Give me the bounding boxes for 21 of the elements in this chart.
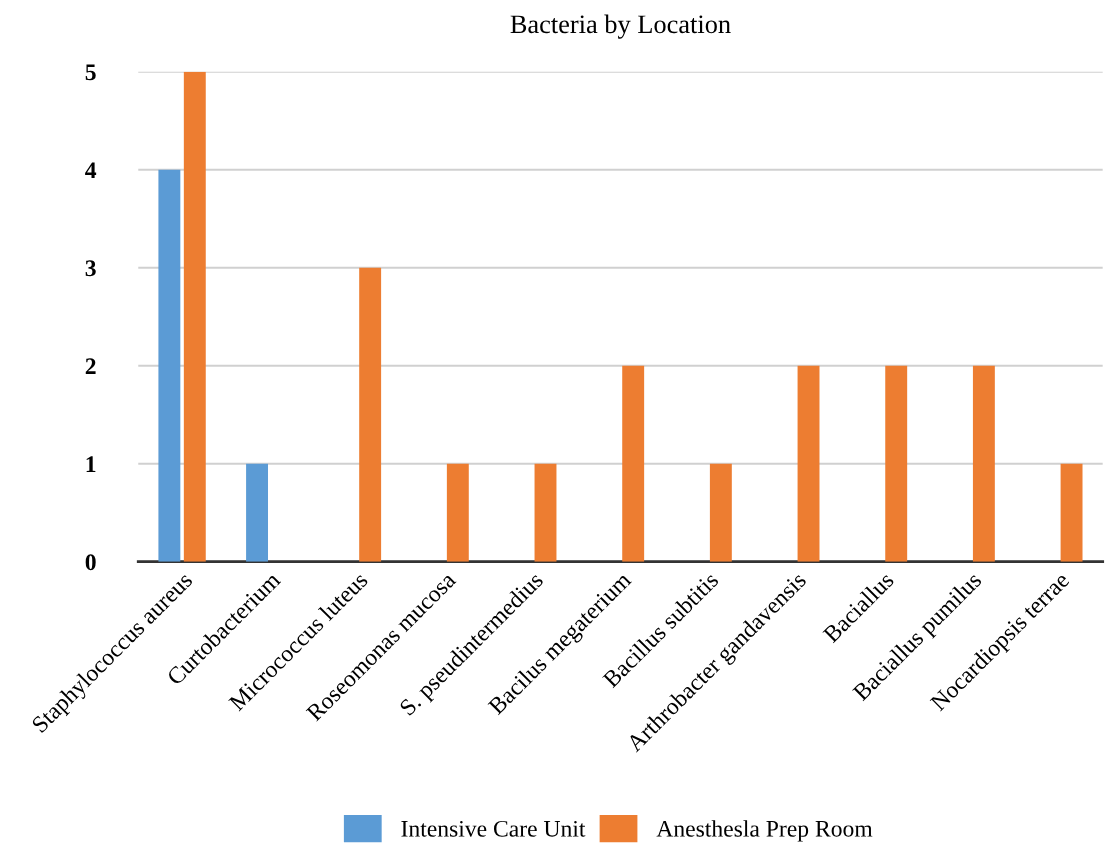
bar: [534, 463, 557, 562]
bar: [622, 365, 645, 562]
chart-title: Bacteria by Location: [510, 14, 731, 39]
legend-label: Intensive Care Unit: [401, 820, 586, 837]
bar: [1060, 463, 1083, 562]
bar: [972, 365, 995, 562]
y-tick-label: 2: [85, 358, 96, 374]
y-tick-label: 4: [85, 162, 97, 178]
bar: [246, 463, 269, 562]
y-tick-label: 3: [85, 260, 96, 277]
y-tick-label: 5: [85, 64, 96, 81]
bar: [158, 169, 181, 562]
bar: [797, 365, 820, 562]
bar: [885, 365, 908, 562]
y-tick-label: 1: [86, 456, 96, 472]
bar: [359, 267, 382, 562]
bar: [446, 463, 469, 562]
legend-label: Anesthesla Prep Room: [656, 820, 873, 842]
y-tick-label: 0: [85, 554, 96, 571]
bar: [183, 71, 206, 562]
bar: [709, 463, 732, 562]
